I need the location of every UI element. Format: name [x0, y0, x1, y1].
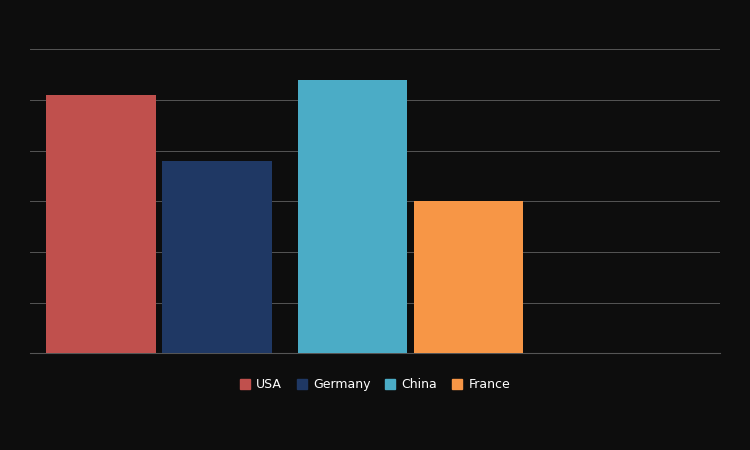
Bar [298, 80, 407, 353]
Bar [162, 161, 272, 353]
Bar [414, 201, 524, 353]
Legend: USA, Germany, China, France: USA, Germany, China, France [235, 374, 515, 396]
Bar [46, 95, 156, 353]
